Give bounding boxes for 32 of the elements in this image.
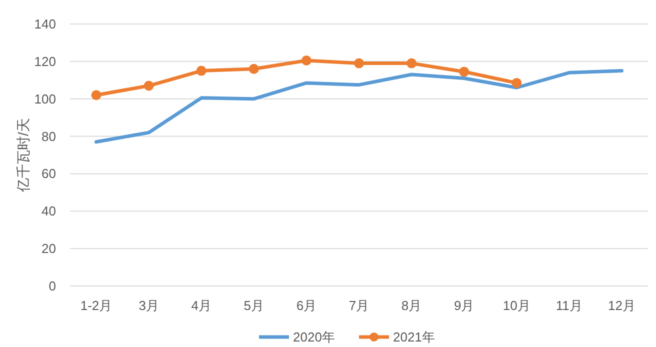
point [512, 78, 522, 88]
legend-label: 2021年 [393, 330, 435, 344]
legend-label: 2020年 [293, 330, 335, 344]
point [91, 90, 102, 100]
y-tick-label: 100 [34, 91, 56, 106]
point [301, 55, 312, 66]
point [248, 64, 259, 74]
x-tick-label: 4月 [191, 298, 212, 313]
line-series [94, 69, 624, 144]
x-tick-label: 10月 [502, 298, 530, 313]
x-tick-label: 5月 [244, 298, 264, 313]
point [406, 58, 417, 68]
y-tick-label: 0 [48, 278, 56, 294]
x-tick-label: 11月 [556, 298, 582, 313]
y-tick-label: 80 [42, 128, 56, 144]
x-tick-label: 1-2月 [80, 298, 112, 313]
y-axis-title: 亿千瓦时/天 [15, 118, 31, 193]
point [354, 58, 364, 68]
y-tick-label: 20 [42, 241, 56, 256]
x-tick-label: 9月 [454, 298, 474, 313]
x-tick-label: 12月 [608, 298, 636, 313]
y-tick-label: 140 [34, 16, 56, 32]
y-tick-label: 120 [34, 54, 56, 69]
x-tick-label: 8月 [401, 298, 422, 313]
x-tick-label: 7月 [348, 298, 370, 313]
point [196, 66, 206, 76]
point [459, 66, 470, 77]
x-tick-label: 6月 [296, 298, 317, 313]
y-tick-label: 60 [42, 166, 56, 182]
x-tick-label: 3月 [138, 298, 159, 313]
point [144, 80, 154, 91]
y-tick-label: 40 [42, 204, 56, 219]
